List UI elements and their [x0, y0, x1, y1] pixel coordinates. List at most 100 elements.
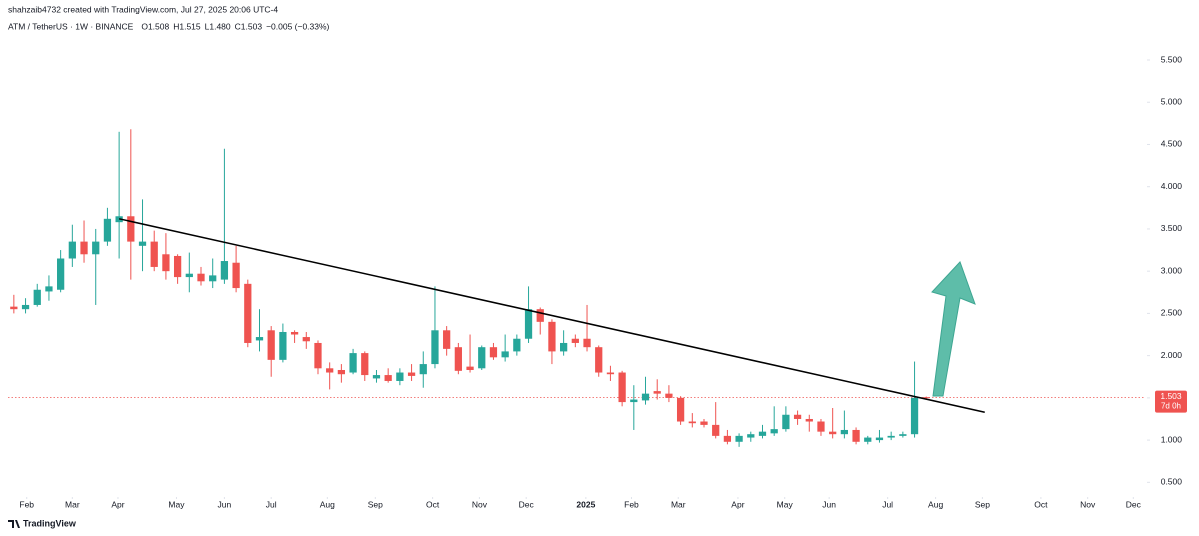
candle-body: [489, 347, 498, 358]
ohlc-legend: C1.503: [235, 21, 263, 31]
candle-body: [817, 421, 825, 432]
candle-body: [314, 342, 322, 369]
candle-body: [396, 372, 404, 381]
candle-body: [829, 431, 837, 435]
candle-body: [653, 391, 661, 394]
candle-body: [384, 375, 392, 381]
x-tick-label: May: [777, 499, 794, 509]
candle-body: [232, 262, 240, 289]
x-tick-label: Feb: [19, 499, 34, 509]
candle-body: [583, 338, 591, 348]
logo-mark: [8, 520, 20, 528]
candle-body: [571, 338, 579, 343]
candle-body: [536, 309, 544, 322]
candle-body: [630, 399, 638, 403]
ohlc-legend: L1.480: [205, 21, 231, 31]
candle-body: [899, 434, 907, 436]
ohlc-legend: H1.515: [173, 21, 201, 31]
candle-body: [138, 241, 147, 246]
y-tick-label: 1.000: [1161, 434, 1183, 444]
x-tick-label: Sep: [975, 499, 990, 509]
candle-body: [244, 283, 252, 343]
candle-body: [513, 338, 521, 352]
candle-body: [454, 347, 462, 371]
candle-body: [431, 330, 439, 365]
candle-body: [864, 437, 872, 442]
candle-body: [92, 241, 100, 255]
candle-body: [747, 434, 755, 438]
candle-body: [21, 304, 30, 310]
candle-body: [407, 372, 416, 376]
x-tick-label: Aug: [928, 499, 943, 509]
y-tick-label: 3.000: [1161, 265, 1183, 275]
price-tag-label: 1.503: [1160, 391, 1182, 401]
candle-body: [326, 368, 334, 373]
candle-body: [501, 351, 509, 358]
candle-body: [466, 366, 474, 370]
x-tick-label: Mar: [671, 499, 686, 509]
credit: shahzaib4732 created with TradingView.co…: [8, 4, 278, 14]
y-tick-label: 5.500: [1161, 54, 1183, 64]
x-tick-label: Aug: [320, 499, 335, 509]
candle-body: [10, 306, 18, 310]
candle-body: [922, 397, 930, 399]
x-tick-label: Jun: [822, 499, 836, 509]
candle-body: [665, 393, 673, 398]
y-tick-label: 0.500: [1161, 477, 1183, 487]
candle-body: [548, 321, 556, 352]
candle-body: [103, 218, 112, 242]
candle-body: [337, 369, 346, 375]
candle-body: [606, 372, 615, 375]
candle-body: [349, 353, 357, 373]
candle-body: [220, 261, 229, 280]
candle-body: [197, 273, 205, 282]
y-tick-label: 2.000: [1161, 350, 1183, 360]
candle-body: [372, 375, 381, 379]
change: −0.005 (−0.33%): [266, 21, 329, 31]
candle-body: [290, 331, 299, 335]
candle-body: [735, 435, 743, 442]
candle-body: [641, 393, 650, 401]
candle-body: [209, 275, 217, 282]
candle-body: [162, 254, 170, 272]
candle-body: [524, 309, 533, 339]
candle-body: [595, 347, 603, 373]
countdown: 7d 0h: [1161, 402, 1181, 411]
candle-body: [887, 435, 895, 438]
x-tick-label: May: [168, 499, 185, 509]
candle-body: [45, 286, 53, 292]
y-tick-label: 2.500: [1161, 308, 1183, 318]
brand: TradingView: [23, 518, 77, 528]
x-tick-label: Jul: [266, 499, 277, 509]
candle-body: [793, 414, 802, 419]
candle-body: [267, 330, 275, 360]
candle-body: [560, 342, 568, 352]
candle-body: [688, 421, 696, 424]
x-tick-label: Mar: [65, 499, 80, 509]
price-tag: [1155, 390, 1187, 413]
candle-body: [700, 421, 708, 425]
x-tick-label: Dec: [1126, 499, 1142, 509]
candle-body: [618, 372, 626, 403]
x-tick-label: Apr: [731, 499, 744, 509]
x-tick-label: Oct: [1034, 499, 1048, 509]
x-tick-label: Apr: [111, 499, 124, 509]
ohlc-legend: O1.508: [141, 21, 169, 31]
arrow: [931, 261, 976, 397]
candle-body: [33, 289, 41, 305]
candle-body: [185, 273, 193, 278]
x-tick-label: Dec: [519, 499, 535, 509]
candle-body: [770, 429, 778, 434]
x-tick-label: Oct: [426, 499, 440, 509]
x-tick-label: Feb: [624, 499, 639, 509]
candle-body: [419, 364, 427, 375]
brand-logo: TradingView: [8, 518, 77, 528]
candle-body: [279, 331, 287, 360]
candle-body: [127, 216, 135, 242]
x-tick-label: Jul: [882, 499, 893, 509]
candle-body: [478, 347, 486, 369]
candle-body: [676, 397, 685, 422]
x-tick-label: Nov: [472, 499, 488, 509]
candle-body: [805, 418, 813, 422]
